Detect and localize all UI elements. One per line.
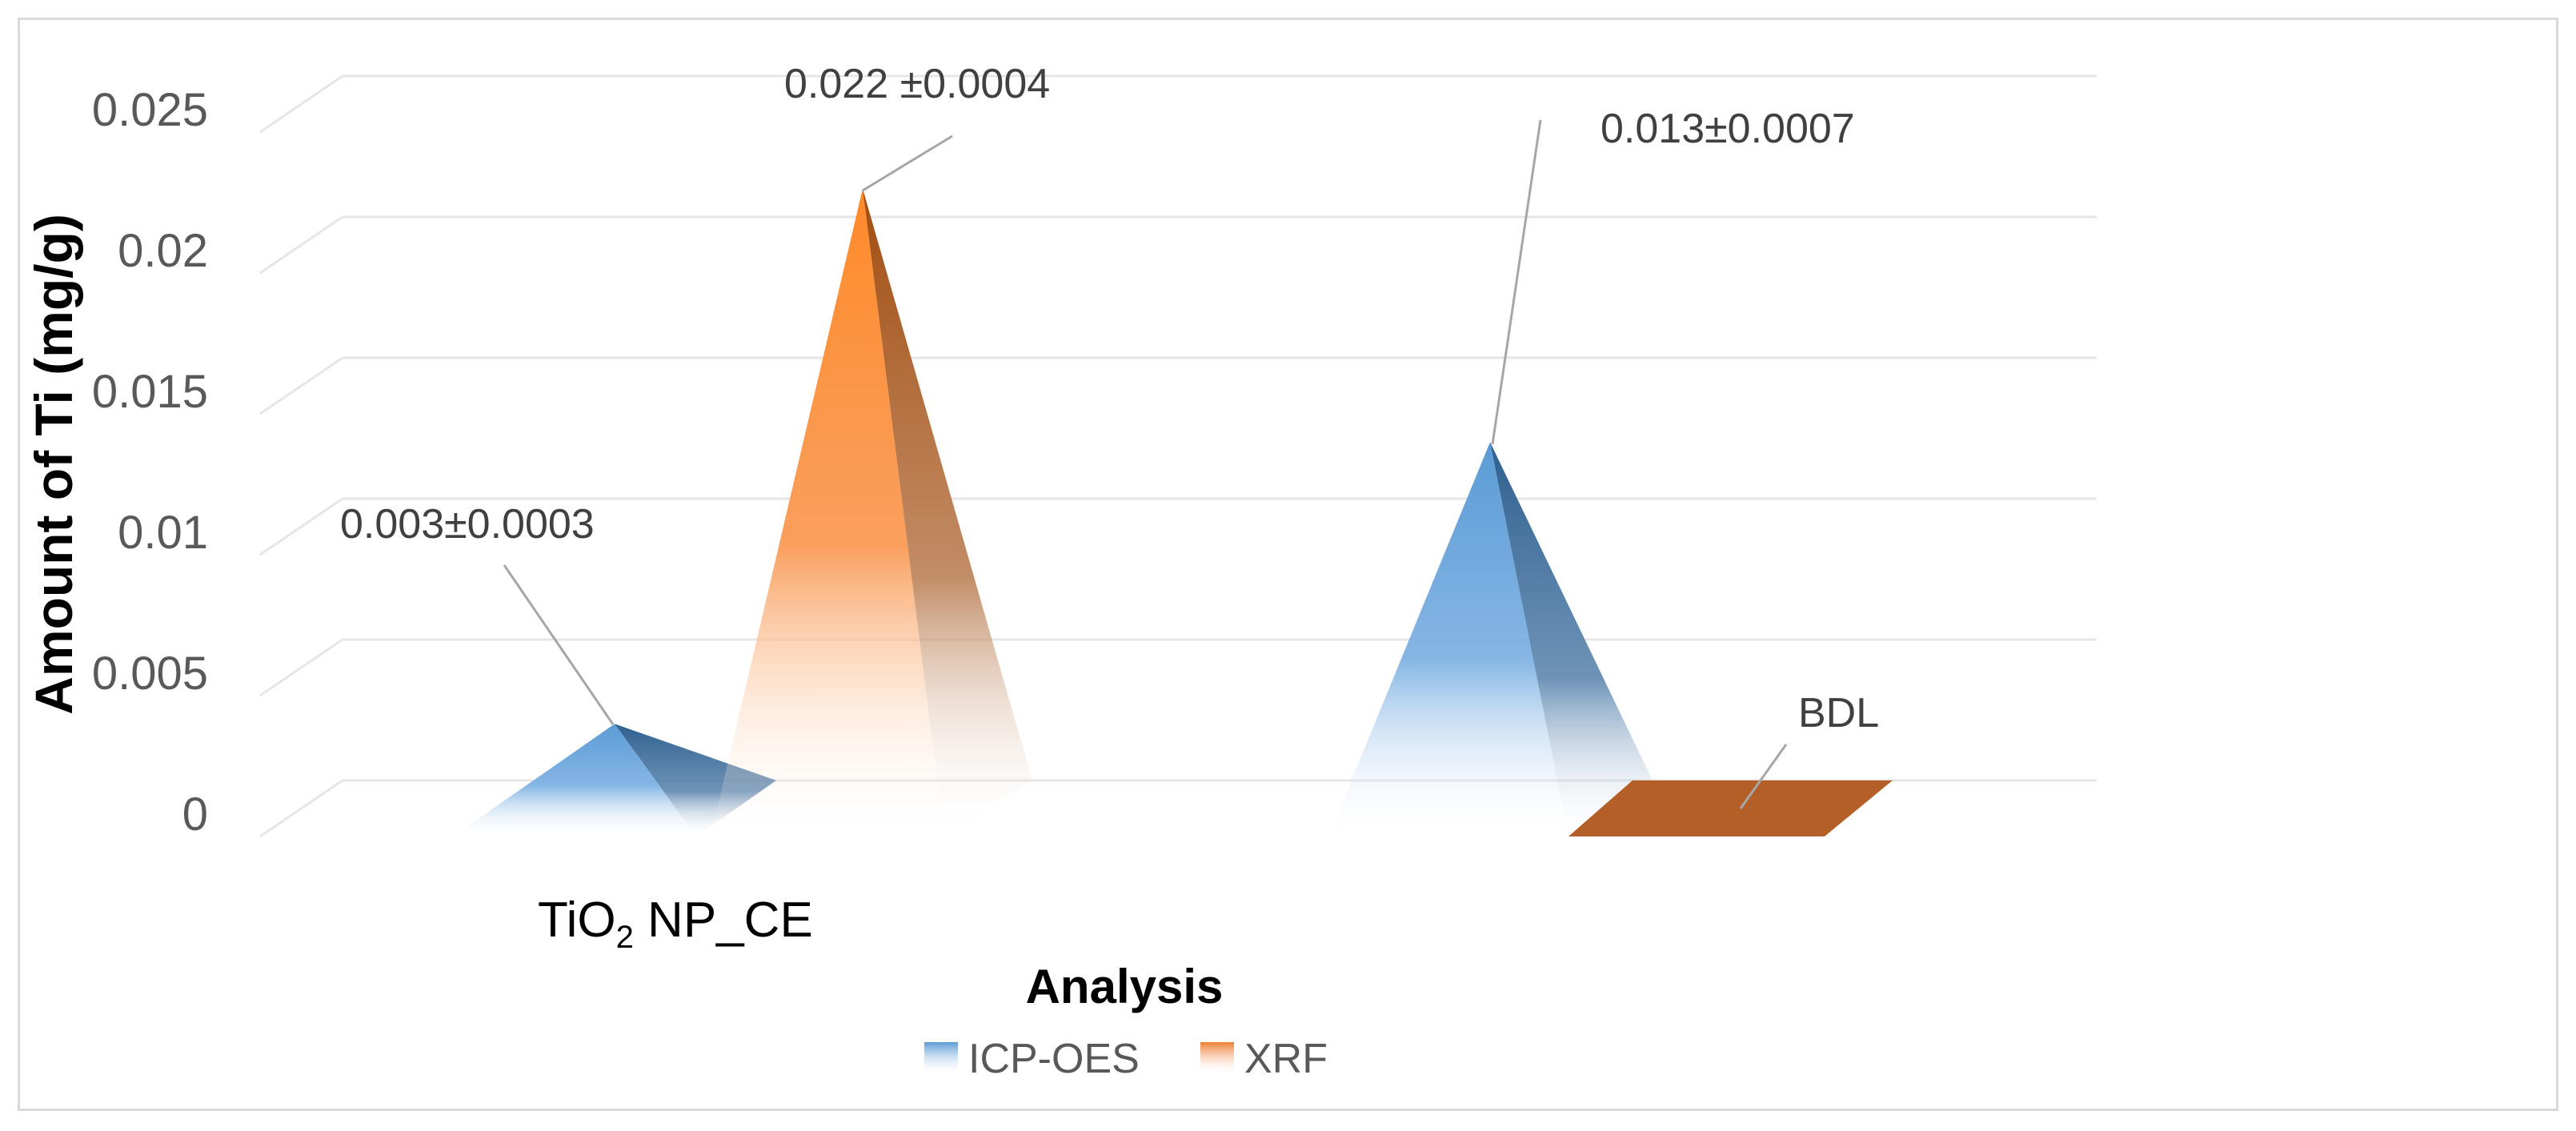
- gridline-depth: [259, 356, 343, 415]
- data-labels: 0.003±0.0003 0.013±0.0007 0.022 ±0.0004 BDL: [340, 61, 1879, 809]
- gridline-depth: [259, 638, 343, 697]
- pyramid-front-face: [711, 188, 944, 837]
- gridline-depth: [259, 74, 343, 134]
- legend: ICP-OES XRF: [924, 1036, 1328, 1082]
- leader-line: [1739, 744, 1788, 809]
- leader-line: [1491, 119, 1542, 445]
- y-tick-label: 0.015: [92, 366, 208, 418]
- pyramid-side-face: [1490, 442, 1653, 836]
- leader-line: [862, 134, 953, 192]
- data-label: BDL: [1798, 690, 1879, 736]
- y-axis-ticks: 0 0.005 0.01 0.015 0.02 0.025: [92, 84, 208, 840]
- y-tick-label: 0.025: [92, 84, 208, 136]
- pyramid-front-face: [1328, 442, 1568, 836]
- y-tick-label: 0.005: [92, 648, 208, 700]
- y-tick-label: 0: [182, 788, 208, 840]
- gridline-depth: [259, 215, 343, 275]
- legend-swatch: [1200, 1042, 1234, 1073]
- y-tick-label: 0.01: [118, 507, 208, 559]
- x-axis-title: Analysis: [1026, 960, 1224, 1013]
- x-axis-category-label: TiO2 NP_CE: [538, 892, 813, 955]
- leader-line: [503, 564, 615, 725]
- y-axis-title: Amount of Ti (mg/g): [24, 214, 83, 715]
- flat-bar: [1568, 780, 1893, 836]
- data-label: 0.013±0.0007: [1600, 106, 1855, 152]
- data-label: 0.022 ±0.0004: [784, 61, 1050, 107]
- y-tick-label: 0.02: [118, 225, 208, 277]
- chart-frame: [18, 18, 2558, 1111]
- legend-label: XRF: [1244, 1036, 1328, 1082]
- legend-label: ICP-OES: [968, 1036, 1140, 1082]
- data-label: 0.003±0.0003: [340, 501, 595, 547]
- pyramid-side-face: [863, 188, 1032, 837]
- pyramid-front-face: [453, 724, 696, 836]
- gridline-depth: [259, 497, 343, 556]
- chart-marks: [453, 188, 1893, 837]
- legend-swatch: [924, 1042, 958, 1073]
- gridline-depth: [259, 779, 343, 838]
